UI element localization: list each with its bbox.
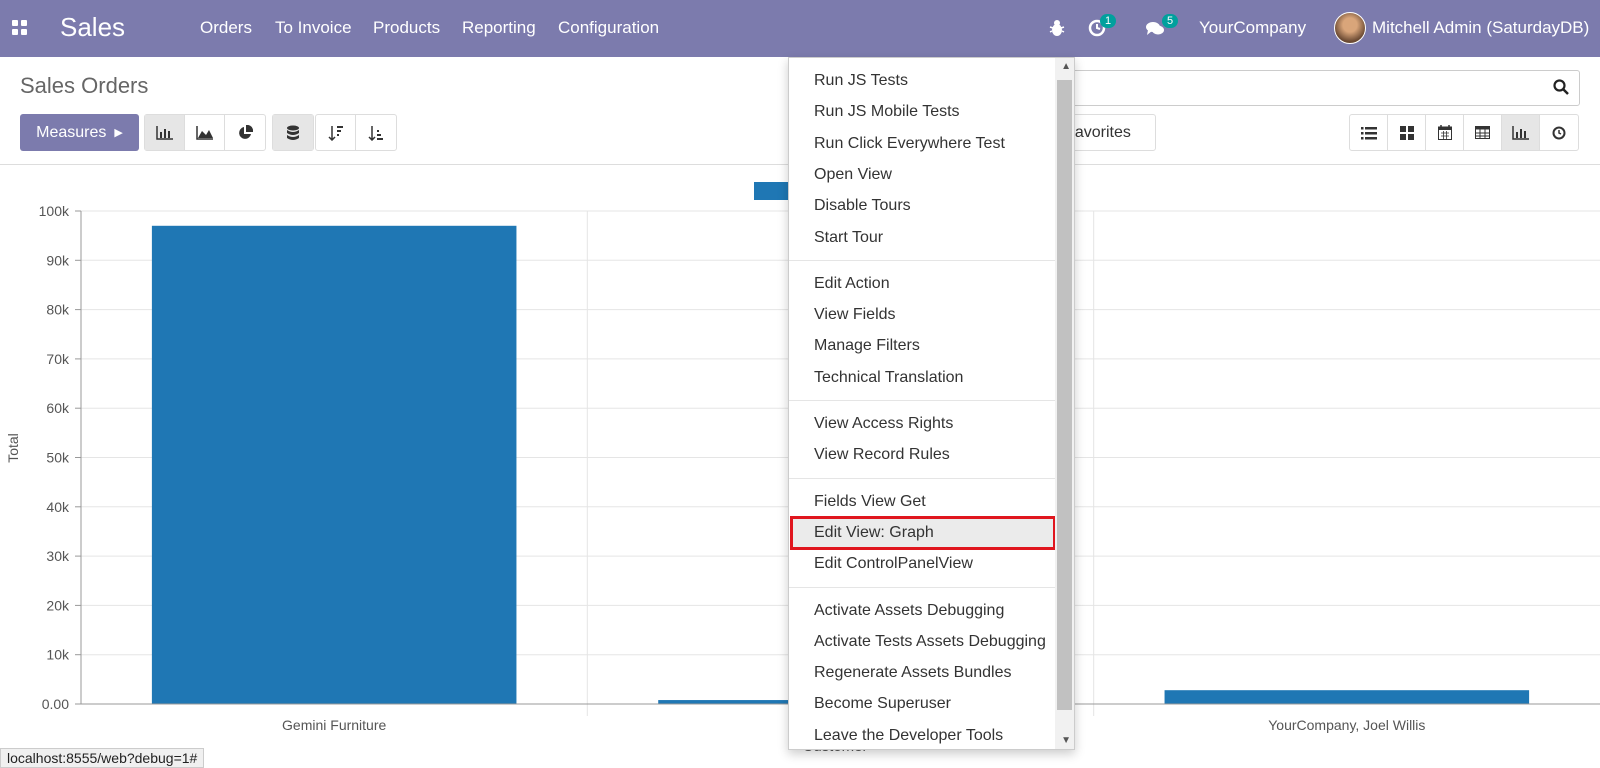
menu-orders[interactable]: Orders bbox=[200, 18, 252, 37]
debug-menu-item-run-js-mobile-tests[interactable]: Run JS Mobile Tests bbox=[814, 103, 960, 121]
scroll-down-icon[interactable]: ▼ bbox=[1061, 735, 1071, 746]
graph-view-icon[interactable] bbox=[1502, 115, 1540, 150]
measures-label: Measures bbox=[36, 123, 107, 141]
bar[interactable] bbox=[1164, 690, 1530, 704]
menu-separator bbox=[789, 400, 1057, 401]
scroll-up-icon[interactable]: ▲ bbox=[1061, 61, 1071, 72]
dropdown-scrollbar[interactable]: ▲ ▼ bbox=[1055, 58, 1074, 749]
menu-separator bbox=[789, 477, 1057, 479]
debug-menu-dropdown: Run JS Tests Run JS Mobile Tests Run Click… bbox=[788, 57, 1075, 750]
y-tick-label: 90k bbox=[46, 252, 70, 268]
debug-menu-item-technical-translation[interactable]: Technical Translation bbox=[814, 368, 964, 386]
debug-menu-item-disable-tours[interactable]: Disable Tours bbox=[814, 197, 911, 215]
user-avatar[interactable] bbox=[1334, 12, 1366, 44]
y-tick-label: 0.00 bbox=[42, 696, 69, 712]
pivot-view-icon[interactable] bbox=[1464, 115, 1502, 150]
pie-chart-icon[interactable] bbox=[225, 115, 265, 150]
list-view-icon[interactable] bbox=[1350, 115, 1388, 150]
debug-menu-item-edit-action[interactable]: Edit Action bbox=[814, 274, 890, 292]
caret-right-icon: ▶ bbox=[114, 127, 123, 139]
user-menu[interactable]: Mitchell Admin (SaturdayDB) bbox=[1372, 18, 1590, 37]
activity-badge: 1 bbox=[1100, 14, 1117, 28]
search-icon[interactable] bbox=[1553, 79, 1569, 95]
menu-configuration[interactable]: Configuration bbox=[558, 18, 660, 37]
debug-menu-item-manage-filters[interactable]: Manage Filters bbox=[814, 337, 920, 355]
debug-menu-item-leave-the-developer-tools[interactable]: Leave the Developer Tools bbox=[814, 726, 1004, 744]
y-tick-label: 70k bbox=[46, 351, 70, 367]
debug-menu-item-run-click-everywhere-test[interactable]: Run Click Everywhere Test bbox=[814, 134, 1005, 152]
y-tick-label: 10k bbox=[46, 647, 70, 663]
line-chart-icon[interactable] bbox=[185, 115, 225, 150]
y-tick-label: 100k bbox=[39, 203, 70, 219]
debug-menu-item-fields-view-get[interactable]: Fields View Get bbox=[814, 492, 926, 510]
messages-badge: 5 bbox=[1162, 14, 1179, 28]
debug-menu-item-edit-controlpanelview[interactable]: Edit ControlPanelView bbox=[814, 555, 973, 573]
page-title: Sales Orders bbox=[20, 73, 149, 98]
messages-icon[interactable] bbox=[1145, 20, 1165, 37]
y-axis-label: Total bbox=[5, 433, 21, 463]
debug-menu-item-view-fields[interactable]: View Fields bbox=[814, 306, 896, 324]
scrollbar-thumb[interactable] bbox=[1057, 80, 1072, 710]
activity-view-icon[interactable] bbox=[1540, 115, 1578, 150]
debug-menu-item-open-view[interactable]: Open View bbox=[814, 165, 892, 183]
measures-button[interactable]: Measures ▶ bbox=[20, 114, 139, 151]
y-tick-label: 40k bbox=[46, 499, 70, 515]
stacked-database-icon[interactable] bbox=[273, 115, 313, 150]
menu-to-invoice[interactable]: To Invoice bbox=[275, 18, 352, 37]
x-tick-label: Gemini Furniture bbox=[282, 717, 386, 733]
status-bar-url: localhost:8555/web?debug=1# bbox=[0, 748, 205, 768]
y-tick-label: 30k bbox=[46, 548, 70, 564]
debug-menu-item-regenerate-assets-bundles[interactable]: Regenerate Assets Bundles bbox=[814, 664, 1012, 682]
chart-type-switcher bbox=[144, 114, 266, 151]
search-input[interactable] bbox=[1070, 70, 1580, 106]
debug-menu-item-view-record-rules[interactable]: View Record Rules bbox=[814, 446, 950, 464]
y-tick-label: 20k bbox=[46, 597, 70, 613]
calendar-view-icon[interactable] bbox=[1426, 115, 1464, 150]
y-tick-label: 80k bbox=[46, 302, 70, 318]
sort-group bbox=[315, 114, 397, 151]
debug-menu-item-activate-tests-assets-debugging[interactable]: Activate Tests Assets Debugging bbox=[814, 632, 1046, 650]
y-tick-label: 50k bbox=[46, 450, 70, 466]
y-tick-label: 60k bbox=[46, 400, 70, 416]
debug-menu-item-become-superuser[interactable]: Become Superuser bbox=[814, 695, 951, 713]
debug-menu-item-run-js-tests[interactable]: Run JS Tests bbox=[814, 72, 908, 89]
debug-menu-item-edit-view-graph[interactable]: Edit View: Graph bbox=[790, 515, 1056, 550]
company-switcher[interactable]: YourCompany bbox=[1199, 18, 1307, 37]
legend-swatch[interactable] bbox=[754, 182, 790, 200]
menu-products[interactable]: Products bbox=[373, 18, 441, 37]
x-tick-label: YourCompany, Joel Willis bbox=[1268, 717, 1425, 733]
app-brand[interactable]: Sales bbox=[60, 12, 126, 42]
view-switcher bbox=[1349, 114, 1579, 151]
menu-separator bbox=[789, 259, 1057, 261]
sort-ascending-icon[interactable] bbox=[356, 115, 396, 150]
bar-chart-icon[interactable] bbox=[145, 115, 185, 150]
menu-separator bbox=[789, 586, 1057, 588]
bar[interactable] bbox=[151, 225, 517, 704]
debug-menu-item-view-access-rights[interactable]: View Access Rights bbox=[814, 415, 954, 432]
kanban-view-icon[interactable] bbox=[1388, 115, 1426, 150]
sort-descending-icon[interactable] bbox=[316, 115, 356, 150]
activity-clock-icon[interactable] bbox=[1088, 19, 1106, 37]
stack-toggle-group bbox=[272, 114, 314, 151]
debug-menu-item-activate-assets-debugging[interactable]: Activate Assets Debugging bbox=[814, 601, 1005, 619]
bug-icon[interactable] bbox=[1048, 18, 1066, 38]
menu-reporting[interactable]: Reporting bbox=[462, 18, 536, 37]
top-navbar: Sales Orders To Invoice Products Reporti… bbox=[0, 0, 1600, 57]
debug-menu-item-start-tour[interactable]: Start Tour bbox=[814, 228, 884, 246]
apps-menu-icon[interactable] bbox=[12, 20, 28, 36]
